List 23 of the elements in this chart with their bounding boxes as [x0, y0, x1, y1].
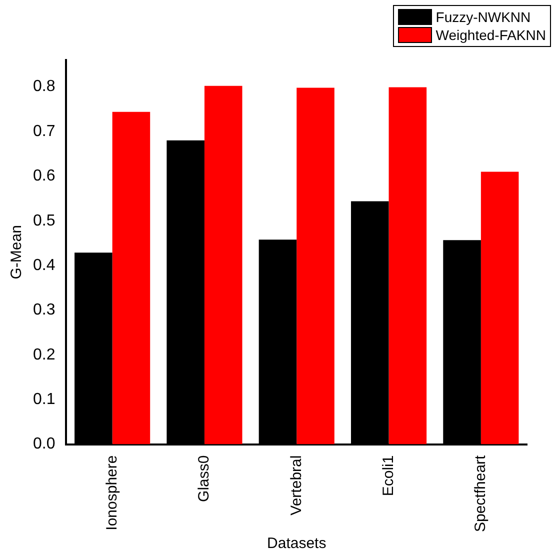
bar — [296, 88, 334, 444]
y-tick-label: 0.5 — [32, 212, 56, 230]
x-tick-label: Glass0 — [196, 455, 213, 502]
x-tick-label: Spectfheart — [472, 454, 490, 532]
x-tick-label: Vertebral — [288, 455, 305, 516]
x-tick-label: Ecoli1 — [380, 455, 397, 496]
bar — [112, 112, 150, 444]
bar — [388, 87, 427, 444]
y-tick-label: 0.2 — [32, 346, 56, 364]
y-tick-label: 0.1 — [32, 391, 56, 408]
y-tick-label: 0.4 — [32, 256, 56, 274]
bar — [480, 172, 519, 444]
x-axis-title: Datasets — [267, 535, 326, 552]
y-axis-title: G-Mean — [8, 225, 26, 280]
bar — [204, 86, 242, 444]
y-tick-label: 0.6 — [32, 168, 56, 185]
x-tick-label: Ionosphere — [103, 455, 120, 530]
y-tick-label: 0.0 — [32, 436, 56, 453]
y-tick-label: 0.8 — [32, 78, 56, 96]
legend-label: Fuzzy-NWKNN — [434, 8, 532, 26]
legend-label: Weighted-FAKNN — [434, 26, 546, 44]
y-tick-label: 0.7 — [32, 122, 56, 140]
y-tick-label: 0.3 — [32, 302, 56, 319]
